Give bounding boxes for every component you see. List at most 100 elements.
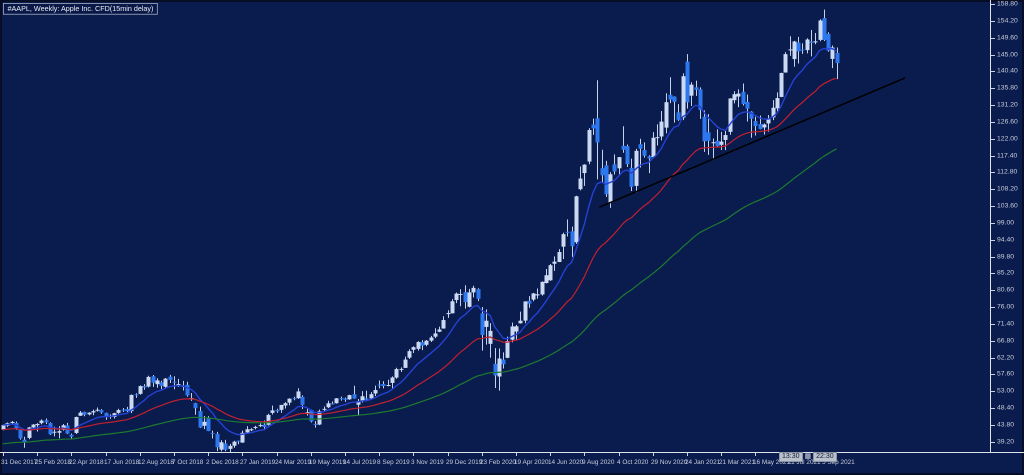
time-axis-label: 21 Mar 2021 <box>719 458 756 466</box>
time-axis-label: 2 Dec 2018 <box>206 458 239 466</box>
time-axis-tick <box>584 453 586 456</box>
time-axis-tick <box>3 453 4 456</box>
price-axis-label: 140.40 <box>997 67 1018 75</box>
price-axis-tick <box>991 323 995 325</box>
price-axis-label: 94.40 <box>997 235 1015 244</box>
price-axis-tick <box>991 374 995 376</box>
price-axis-label: 145.00 <box>997 50 1018 58</box>
chart-title: #AAPL, Weekly: Apple Inc. CFD(15min dela… <box>3 3 158 15</box>
price-axis-label: 103.60 <box>997 201 1018 210</box>
time-axis-tick <box>687 453 688 456</box>
price-axis-label: 85.20 <box>997 269 1015 277</box>
time-axis-label: 8 Sep 2019 <box>377 458 410 466</box>
time-axis-tick <box>242 453 244 456</box>
price-axis-tick <box>991 37 995 39</box>
time-axis-tick <box>208 453 210 456</box>
time-axis-tick <box>447 453 449 456</box>
time-axis-label: 14 Jun 2020 <box>548 458 584 466</box>
session-open-time-chip[interactable]: 13:30 <box>779 451 803 462</box>
time-axis-tick <box>481 453 483 456</box>
price-axis-label: 71.40 <box>997 319 1015 328</box>
price-axis-label: 117.40 <box>997 151 1018 159</box>
time-axis-label: 7 Oct 2018 <box>172 458 204 466</box>
price-axis-label: 89.80 <box>997 252 1015 260</box>
price-axis-tick <box>991 273 995 275</box>
price-axis-tick <box>991 155 995 157</box>
price-axis-tick <box>991 88 995 90</box>
time-axis-tick <box>516 453 517 456</box>
time-axis-label: 12 Aug 2018 <box>137 458 174 466</box>
time-axis-label: 29 Dec 2019 <box>445 458 482 466</box>
time-axis-tick <box>174 453 175 456</box>
time-axis-label: 27 Jan 2019 <box>240 458 276 466</box>
price-axis-tick <box>991 222 995 224</box>
time-axis-tick <box>413 453 415 456</box>
time-axis-separator <box>0 452 1024 453</box>
time-axis-tick <box>652 453 654 456</box>
price-axis-tick <box>991 71 995 73</box>
time-axis-tick <box>550 453 552 456</box>
time-axis-tick <box>310 453 312 456</box>
price-axis-label: 80.60 <box>997 285 1015 294</box>
price-axis-tick <box>991 408 995 410</box>
price-axis-tick <box>991 20 995 22</box>
time-axis-label: 3 Nov 2019 <box>411 458 445 466</box>
price-chart-canvas[interactable] <box>0 0 990 452</box>
price-axis-tick <box>991 391 995 393</box>
price-axis-separator <box>990 0 991 453</box>
time-axis-label: 14 Jul 2019 <box>343 458 377 466</box>
price-axis-label: 53.00 <box>997 386 1015 395</box>
time-axis-label: 31 Dec 2017 <box>1 458 38 466</box>
time-axis-label: 17 Jun 2018 <box>103 458 139 466</box>
price-axis-tick <box>991 357 995 359</box>
price-axis-label: 39.20 <box>997 437 1015 446</box>
time-axis-label: 19 May 2019 <box>308 458 346 466</box>
session-close-time-chip[interactable]: 22:30 <box>813 451 837 462</box>
price-axis-label: 135.80 <box>997 83 1018 92</box>
price-axis-label: 131.20 <box>997 100 1018 109</box>
time-axis-label: 24 Jan 2021 <box>685 458 721 466</box>
time-axis-label: 16 May 2021 <box>753 458 791 466</box>
price-axis-tick <box>991 307 995 309</box>
price-axis-tick <box>991 105 995 107</box>
price-axis-label: 48.40 <box>997 403 1015 412</box>
time-axis-tick <box>71 453 73 456</box>
price-axis-tick <box>991 172 995 174</box>
session-time-bar: 13:30 ▦ 22:30 <box>779 451 837 462</box>
time-axis-label: 29 Nov 2020 <box>650 458 688 466</box>
price-axis-label: 62.20 <box>997 353 1015 361</box>
time-axis-tick <box>379 453 381 456</box>
price-axis-tick <box>991 441 995 443</box>
time-axis-label: 24 Mar 2019 <box>274 458 311 466</box>
price-axis-label: 43.80 <box>997 420 1015 429</box>
time-axis-tick <box>721 453 723 456</box>
price-axis-tick <box>991 4 995 5</box>
time-axis-label: 5 Sep 2021 <box>821 458 855 466</box>
time-axis-label: 4 Oct 2020 <box>616 458 648 466</box>
time-axis-tick <box>345 453 346 456</box>
price-axis-label: 158.80 <box>997 0 1018 8</box>
price-axis-tick <box>991 54 995 56</box>
time-axis-tick <box>755 453 757 456</box>
price-axis-label: 112.80 <box>997 168 1018 176</box>
time-axis-tick <box>618 453 620 456</box>
price-axis-tick <box>991 424 995 426</box>
time-axis-tick <box>105 453 107 456</box>
price-axis-tick <box>991 290 995 292</box>
price-axis-label: 122.00 <box>997 134 1018 143</box>
price-axis-tick <box>991 340 995 342</box>
calendar-grid-icon: ▦ <box>804 452 812 460</box>
price-axis-tick <box>991 138 995 140</box>
price-axis-label: 57.60 <box>997 370 1015 378</box>
price-axis-tick <box>991 256 995 258</box>
price-axis-tick <box>991 206 995 208</box>
time-axis-label: 25 Feb 2018 <box>35 458 72 466</box>
time-axis-tick <box>276 453 278 456</box>
price-axis-tick <box>991 239 995 241</box>
time-axis-label: 11 Jul 2021 <box>787 458 821 466</box>
time-axis-tick <box>37 453 39 456</box>
price-axis-label: 126.60 <box>997 117 1018 126</box>
time-axis-label: 9 Aug 2020 <box>582 458 615 466</box>
price-axis-label: 149.60 <box>997 33 1018 42</box>
